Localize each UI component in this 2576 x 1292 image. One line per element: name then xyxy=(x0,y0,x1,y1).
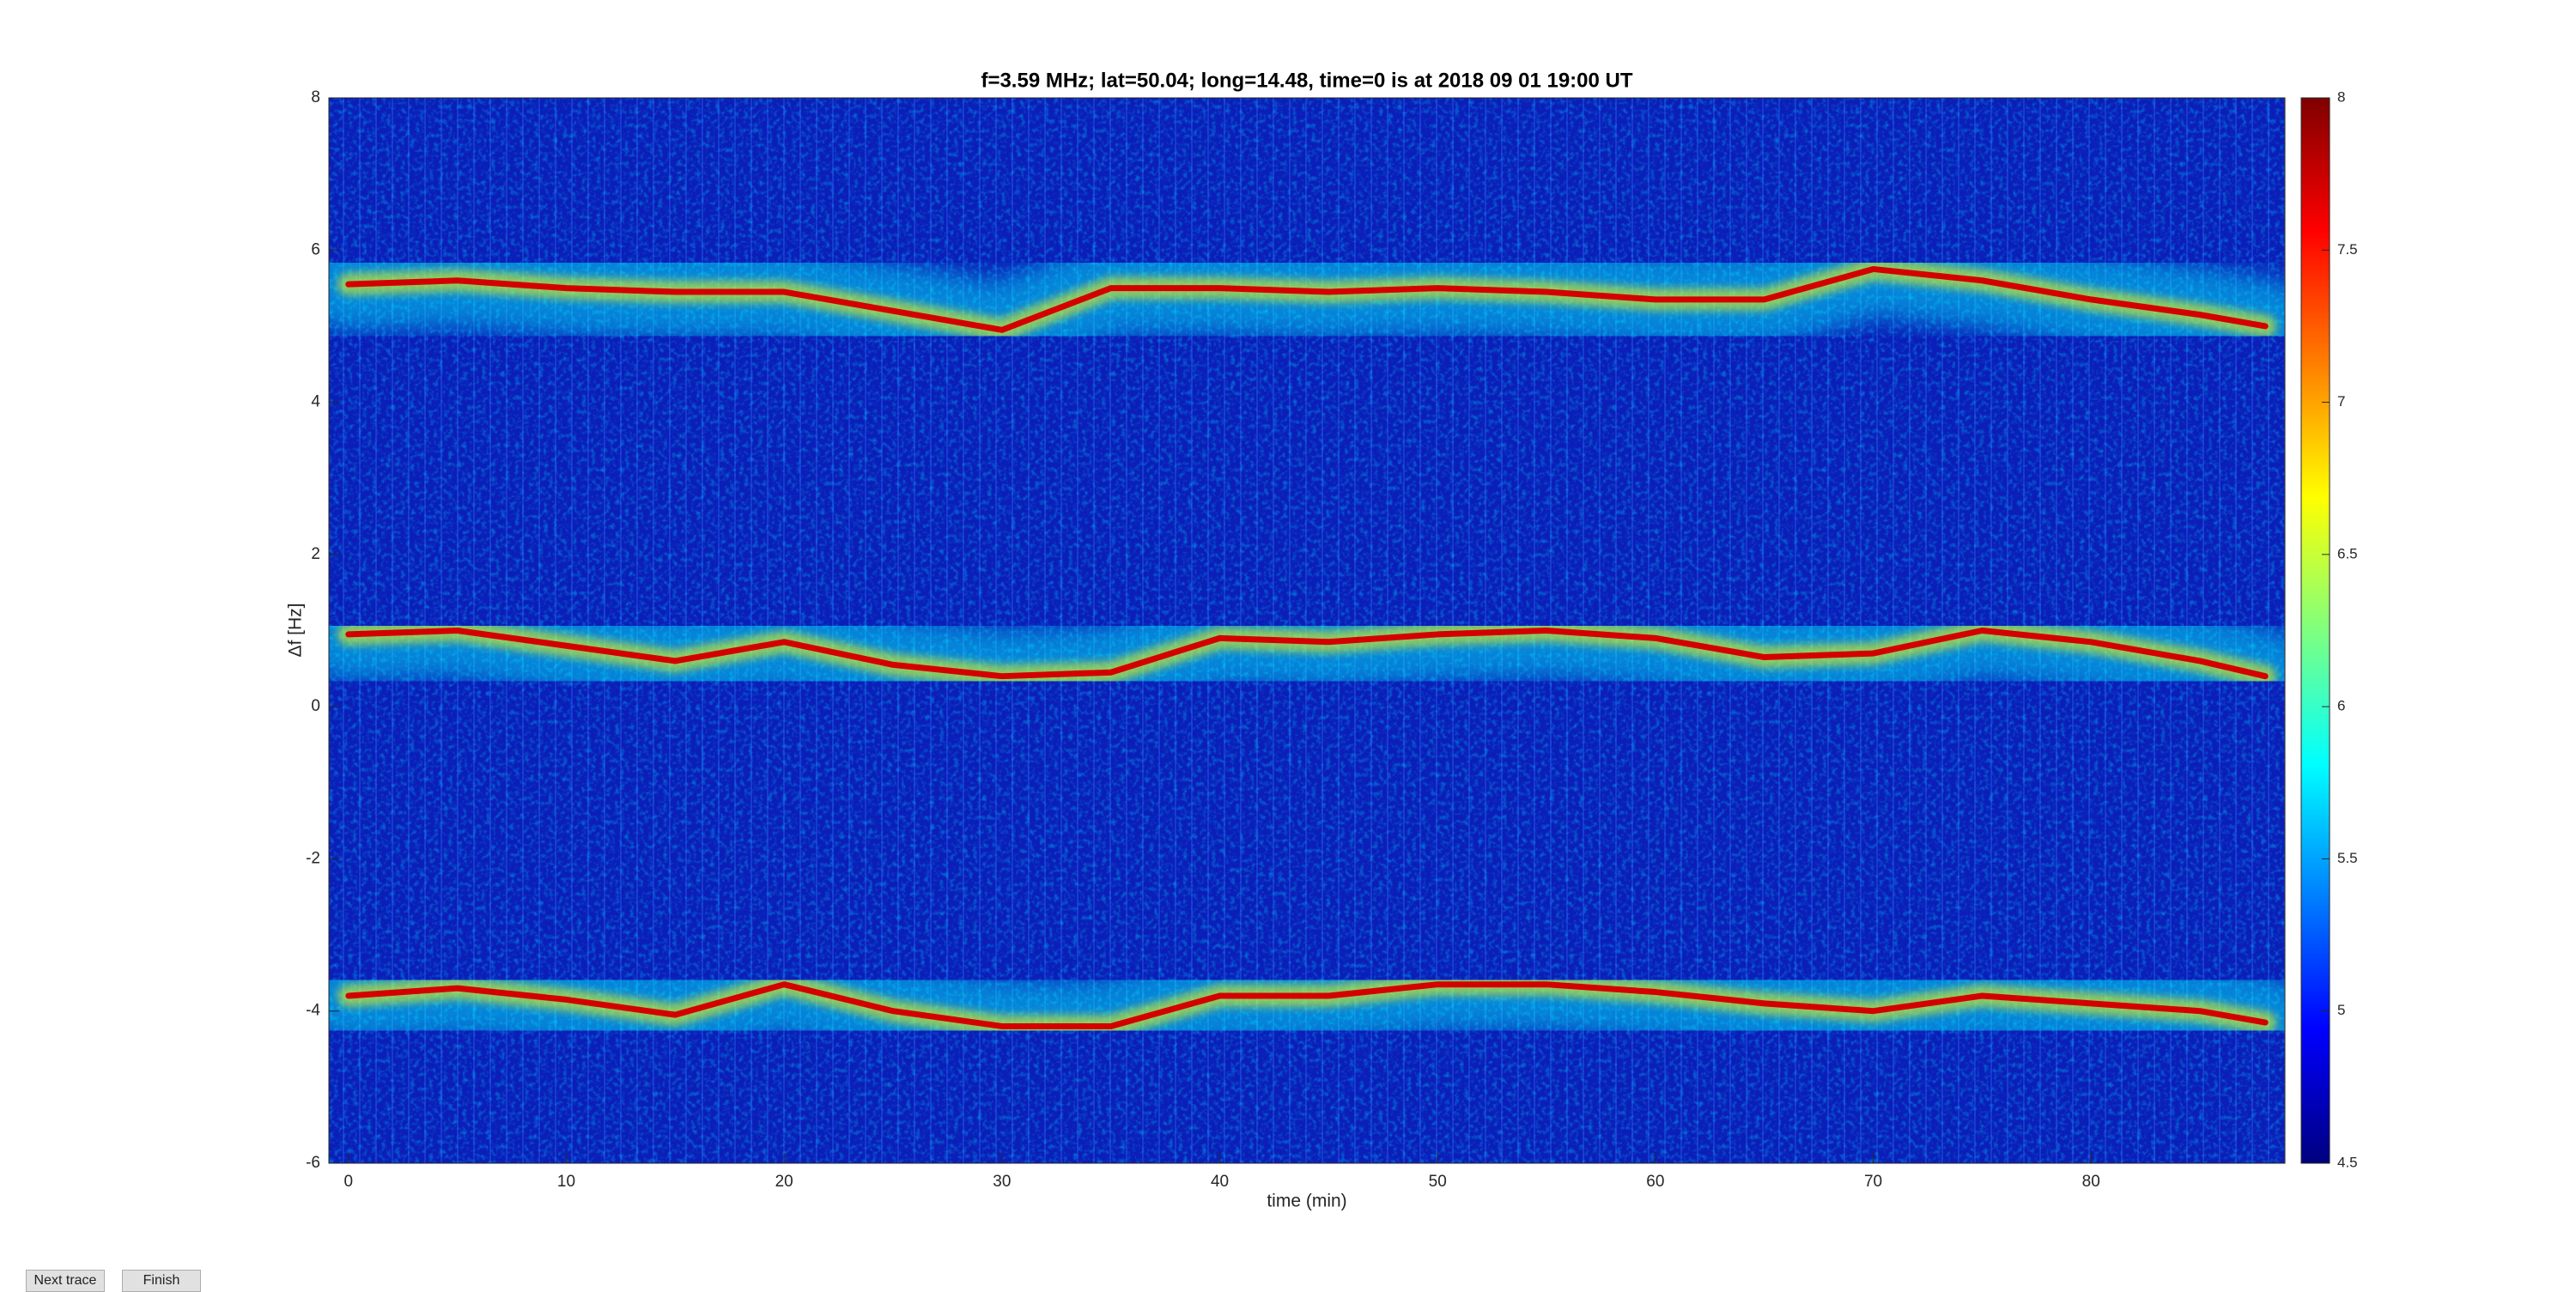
colorbar-tick-label: 4.5 xyxy=(2337,1154,2358,1170)
colorbar-tick-label: 8 xyxy=(2337,88,2345,105)
x-tick-label: 30 xyxy=(993,1173,1011,1191)
x-axis-label: time (min) xyxy=(1267,1192,1346,1211)
y-axis-label: Δf [Hz] xyxy=(286,603,306,657)
x-tick-label: 40 xyxy=(1211,1173,1229,1191)
x-tick-label: 50 xyxy=(1429,1173,1447,1191)
y-tick-label: -4 xyxy=(306,1002,320,1020)
y-tick-label: 0 xyxy=(311,697,320,715)
x-tick-label: 0 xyxy=(344,1173,354,1191)
colorbar-tick-label: 5 xyxy=(2337,1002,2345,1018)
traces xyxy=(329,221,2285,1074)
colorbar-tick-label: 5.5 xyxy=(2337,850,2358,866)
colorbar-tick-label: 7 xyxy=(2337,393,2345,409)
finish-button[interactable]: Finish xyxy=(122,1270,201,1292)
x-tick-label: 70 xyxy=(1864,1173,1882,1191)
trace-line xyxy=(345,628,2269,680)
plot-frame xyxy=(328,97,2286,1164)
y-tick-label: -2 xyxy=(306,849,320,867)
y-tick-label: 8 xyxy=(311,88,320,106)
colorbar-tick-label: 6.5 xyxy=(2337,545,2358,561)
trace-line xyxy=(345,265,2269,333)
x-tick-label: 80 xyxy=(2082,1173,2100,1191)
colorbar-tick-label: 6 xyxy=(2337,698,2345,714)
colorbar xyxy=(2300,97,2330,1164)
trace-line xyxy=(345,981,2269,1029)
x-tick-label: 60 xyxy=(1646,1173,1664,1191)
next-trace-button[interactable]: Next trace xyxy=(26,1270,105,1292)
y-tick-label: 6 xyxy=(311,240,320,258)
y-tick-label: -6 xyxy=(306,1154,320,1172)
chart-title: f=3.59 MHz; lat=50.04; long=14.48, time=… xyxy=(981,69,1632,92)
x-tick-label: 10 xyxy=(557,1173,575,1191)
spectrogram xyxy=(329,98,2285,1163)
colorbar-tick-label: 7.5 xyxy=(2337,241,2358,258)
x-tick-label: 20 xyxy=(775,1173,793,1191)
y-tick-label: 4 xyxy=(311,393,320,411)
y-tick-label: 2 xyxy=(311,545,320,563)
